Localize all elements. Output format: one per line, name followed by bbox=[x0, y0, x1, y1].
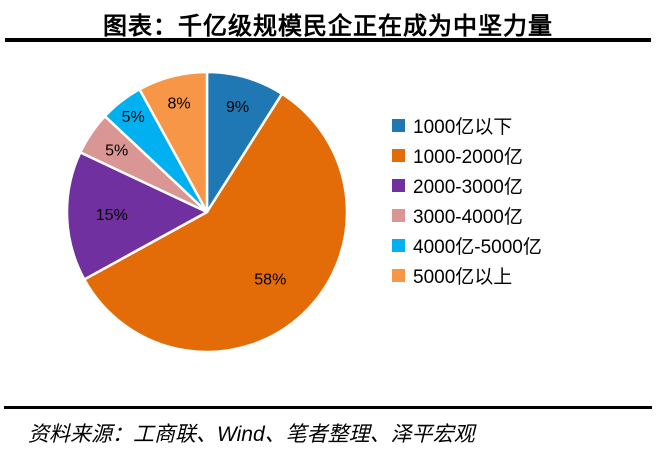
legend-item: 1000亿以下 bbox=[392, 114, 542, 138]
chart-title: 图表：千亿级规模民企正在成为中坚力量 bbox=[103, 13, 553, 40]
pie-chart: 9% 58% 15% 5% 5% 8% bbox=[65, 70, 349, 354]
pie-slice-2 bbox=[83, 92, 349, 354]
legend-swatch-icon bbox=[392, 208, 405, 222]
legend-item: 2000-3000亿 bbox=[392, 174, 542, 198]
legend-label: 3000-4000亿 bbox=[413, 206, 523, 228]
legend-swatch-icon bbox=[392, 178, 405, 192]
legend-swatch-icon bbox=[392, 238, 405, 252]
legend-label: 1000-2000亿 bbox=[413, 146, 523, 168]
slice-value-label: 58% bbox=[254, 271, 286, 288]
pie-slice-6 bbox=[138, 70, 209, 214]
legend-item: 1000-2000亿 bbox=[392, 144, 542, 168]
legend-swatch-icon bbox=[392, 268, 405, 282]
legend-label: 4000亿-5000亿 bbox=[413, 236, 542, 258]
legend-label: 5000亿以上 bbox=[413, 266, 513, 288]
slice-value-label: 9% bbox=[226, 99, 249, 116]
legend-swatch-icon bbox=[392, 118, 405, 132]
legend-item: 5000亿以上 bbox=[392, 264, 542, 288]
footer-divider bbox=[4, 406, 652, 409]
title-divider bbox=[5, 38, 651, 42]
legend: 1000亿以下 1000-2000亿 2000-3000亿 3000-4000亿 400… bbox=[392, 114, 542, 294]
legend-item: 3000-4000亿 bbox=[392, 204, 542, 228]
legend-item: 4000亿-5000亿 bbox=[392, 234, 542, 258]
slice-value-label: 8% bbox=[168, 96, 191, 113]
slice-value-label: 5% bbox=[122, 109, 145, 126]
pie-slice-3 bbox=[65, 151, 209, 281]
slice-value-label: 15% bbox=[96, 207, 128, 224]
source-text: 资料来源：工商联、Wind、笔者整理、泽平宏观 bbox=[28, 423, 475, 446]
legend-label: 1000亿以下 bbox=[413, 116, 513, 138]
pie-slice-1 bbox=[205, 70, 284, 214]
legend-swatch-icon bbox=[392, 148, 405, 162]
legend-label: 2000-3000亿 bbox=[413, 176, 523, 198]
slice-value-label: 5% bbox=[105, 143, 128, 160]
